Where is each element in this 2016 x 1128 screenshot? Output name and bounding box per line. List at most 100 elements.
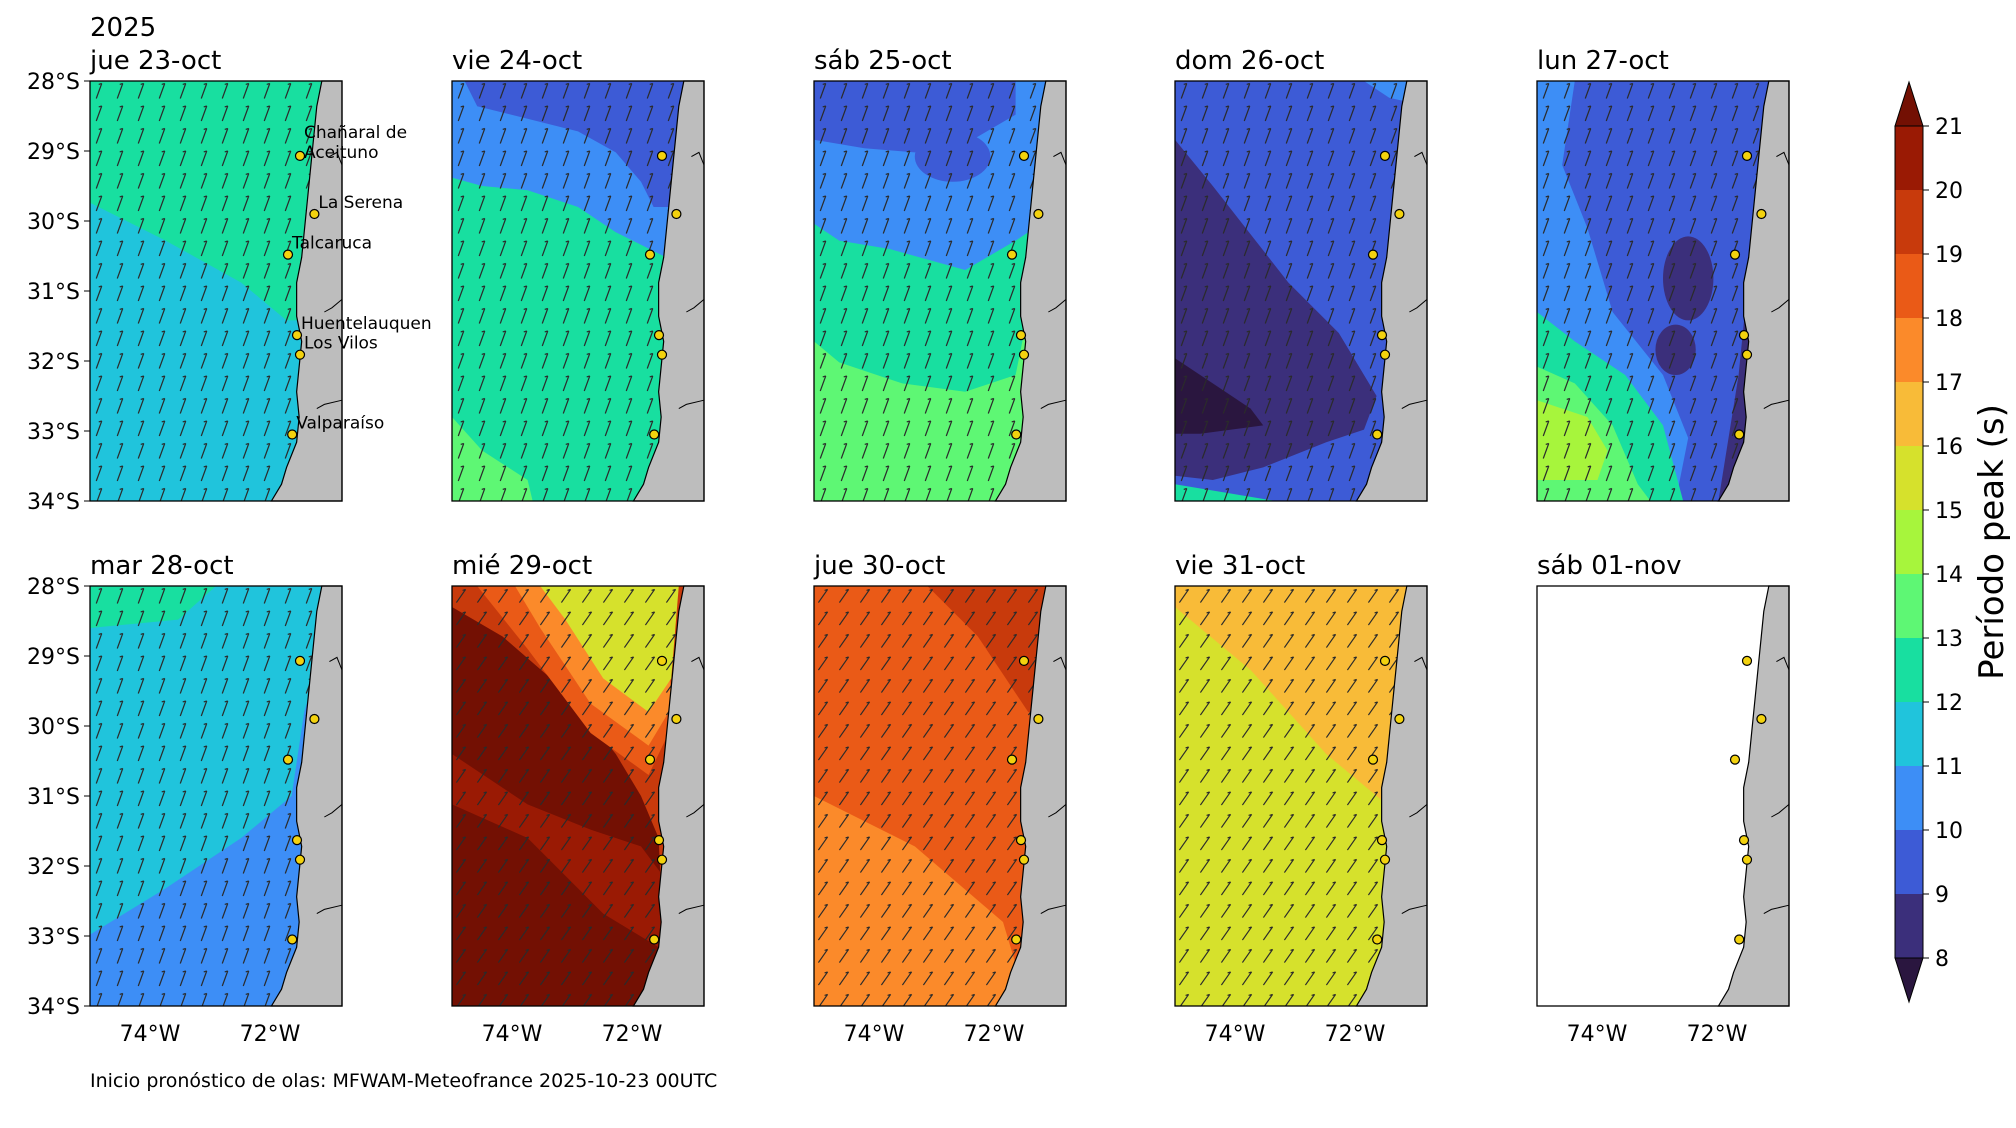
arrow-head — [1372, 240, 1376, 243]
direction-arrow — [1346, 814, 1358, 828]
arrow-head — [565, 240, 569, 243]
direction-arrow — [1222, 488, 1230, 501]
direction-arrow — [95, 488, 103, 501]
direction-arrow — [1201, 240, 1209, 257]
arrow-head — [502, 442, 506, 446]
arrow-head — [266, 307, 270, 311]
direction-arrow — [1180, 285, 1188, 302]
direction-arrow — [158, 610, 166, 627]
arrow-head — [990, 285, 994, 288]
arrow-head — [1734, 105, 1738, 108]
arrow-head — [1267, 262, 1271, 266]
arrow-head — [565, 285, 569, 288]
direction-arrow — [1369, 83, 1377, 99]
arrow-head — [630, 993, 634, 997]
arrow-head — [504, 903, 508, 907]
direction-arrow — [1283, 926, 1295, 941]
direction-arrow — [1306, 398, 1314, 414]
direction-arrow — [478, 285, 486, 302]
direction-arrow — [922, 926, 934, 941]
arrow-head — [948, 442, 952, 446]
arrow-head — [287, 397, 291, 401]
direction-arrow — [1710, 465, 1718, 482]
direction-arrow — [1367, 949, 1379, 963]
arrow-head — [567, 746, 571, 749]
direction-arrow — [499, 398, 507, 414]
arrow-head — [182, 812, 186, 816]
direction-arrow — [1264, 488, 1272, 501]
arrow-head — [822, 172, 826, 176]
direction-arrow — [880, 881, 892, 896]
direction-arrow — [455, 769, 467, 783]
arrow-head — [992, 701, 996, 704]
arrow-head — [1332, 813, 1336, 817]
arrow-head — [1351, 442, 1355, 446]
arrow-head — [287, 632, 291, 636]
arrow-head — [864, 195, 868, 198]
arrow-head — [990, 465, 994, 468]
direction-arrow — [861, 263, 869, 279]
arrow-head — [1545, 375, 1549, 378]
location-marker — [656, 349, 668, 360]
direction-arrow — [221, 443, 229, 459]
arrow-head — [1011, 397, 1015, 401]
direction-arrow — [1689, 443, 1697, 459]
direction-arrow — [1348, 330, 1356, 347]
arrow-head — [546, 588, 550, 592]
arrow-head — [864, 150, 868, 153]
direction-arrow — [1178, 746, 1190, 761]
direction-arrow — [221, 700, 229, 717]
direction-arrow — [137, 285, 145, 302]
direction-arrow — [819, 83, 827, 99]
arrow-head — [502, 330, 506, 333]
direction-arrow — [476, 859, 488, 873]
arrow-head — [887, 611, 891, 614]
arrow-head — [1608, 82, 1612, 86]
arrow-head — [98, 465, 102, 468]
direction-arrow — [1563, 353, 1571, 369]
direction-arrow — [903, 488, 911, 501]
direction-arrow — [903, 465, 911, 482]
direction-arrow — [882, 105, 890, 122]
direction-arrow — [1006, 634, 1018, 648]
direction-arrow — [1367, 859, 1379, 873]
arrow-head — [460, 262, 464, 266]
direction-arrow — [966, 353, 974, 369]
arrow-head — [607, 352, 611, 356]
arrow-head — [182, 127, 186, 131]
direction-arrow — [158, 173, 166, 189]
direction-arrow — [1348, 375, 1356, 392]
direction-arrow — [880, 769, 892, 783]
direction-arrow — [158, 263, 166, 279]
direction-arrow — [1264, 128, 1272, 144]
arrow-head — [630, 611, 634, 614]
arrow-head — [1185, 903, 1189, 907]
arrow-head — [98, 195, 102, 198]
direction-arrow — [520, 488, 528, 501]
arrow-head — [565, 172, 569, 176]
direction-arrow — [1222, 398, 1230, 414]
arrow-head — [523, 240, 527, 243]
direction-arrow — [242, 330, 250, 347]
direction-arrow — [520, 375, 528, 392]
direction-arrow — [581, 724, 593, 738]
arrow-head — [1248, 791, 1252, 794]
arrow-head — [887, 881, 891, 884]
direction-arrow — [602, 589, 614, 603]
arrow-head — [1671, 105, 1675, 108]
arrow-head — [1692, 330, 1696, 333]
direction-arrow — [1201, 128, 1209, 144]
arrow-head — [1713, 442, 1717, 446]
border-line — [1040, 904, 1067, 915]
arrow-head — [245, 487, 249, 491]
direction-arrow — [478, 150, 486, 167]
direction-arrow — [644, 949, 656, 963]
arrow-head — [1713, 330, 1717, 333]
direction-arrow — [964, 949, 976, 963]
arrow-head — [1267, 330, 1271, 333]
arrow-head — [182, 947, 186, 951]
arrow-head — [1372, 397, 1376, 401]
arrow-head — [1206, 813, 1210, 817]
direction-arrow — [1731, 128, 1739, 144]
direction-arrow — [1731, 443, 1739, 459]
